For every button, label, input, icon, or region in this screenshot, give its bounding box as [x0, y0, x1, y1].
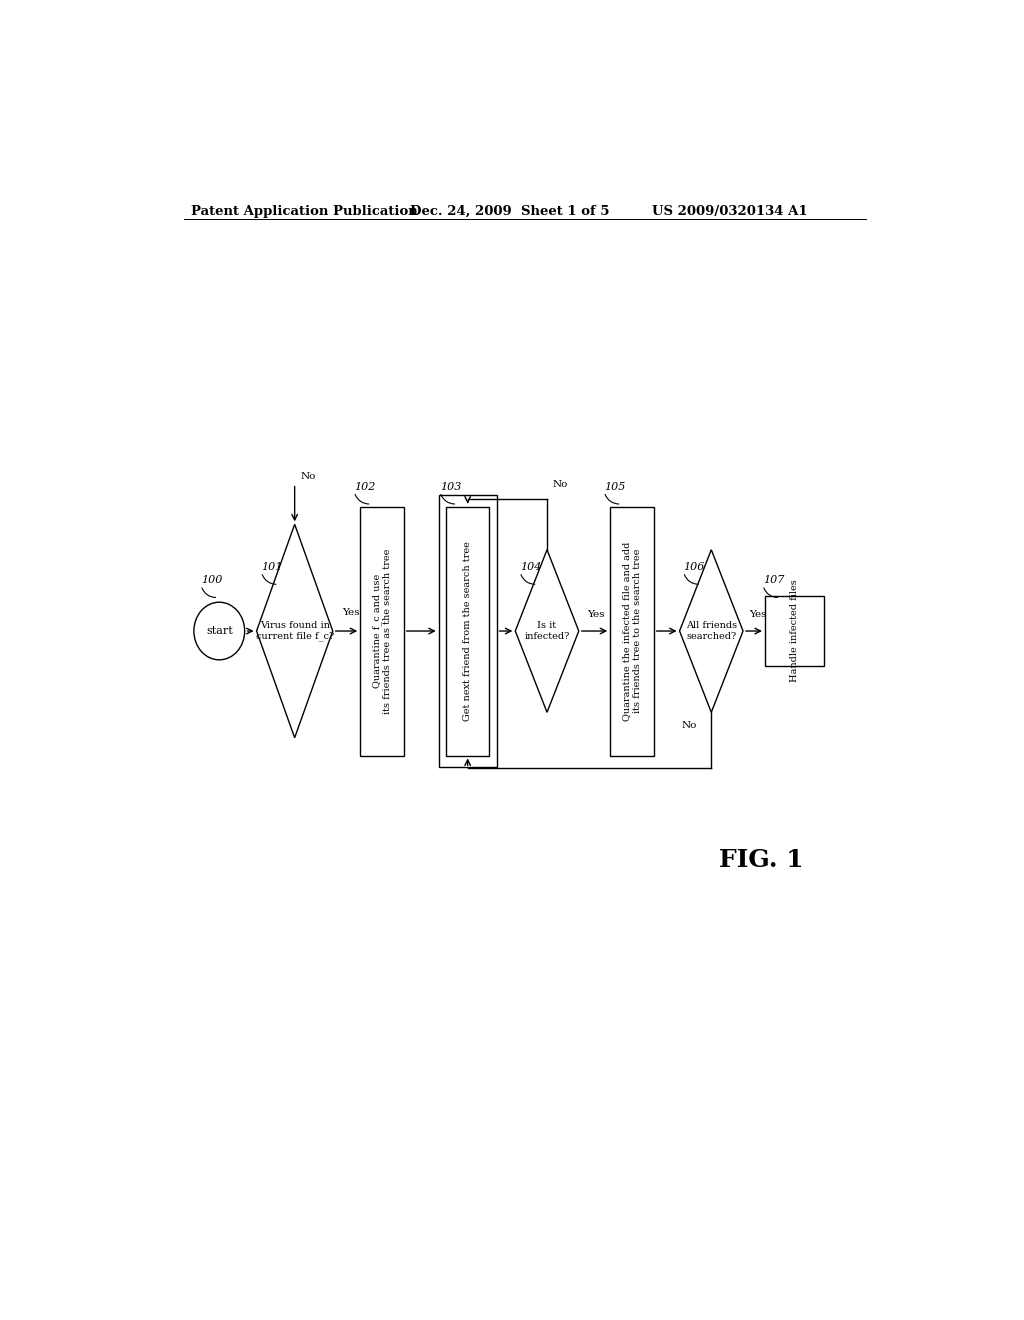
Text: No: No [301, 471, 316, 480]
Text: 106: 106 [684, 562, 705, 572]
Text: Dec. 24, 2009  Sheet 1 of 5: Dec. 24, 2009 Sheet 1 of 5 [410, 205, 609, 218]
Text: Quarantine f_c and use
its friends tree as the search tree: Quarantine f_c and use its friends tree … [372, 548, 392, 714]
Text: Patent Application Publication: Patent Application Publication [191, 205, 418, 218]
Ellipse shape [194, 602, 245, 660]
Text: Get next friend from the search tree: Get next friend from the search tree [463, 541, 472, 721]
Polygon shape [515, 549, 579, 713]
Text: 105: 105 [604, 482, 626, 492]
Polygon shape [257, 524, 333, 738]
Text: Yes: Yes [750, 610, 767, 619]
Text: 103: 103 [440, 482, 461, 492]
Text: Virus found in
current file f_c?: Virus found in current file f_c? [256, 620, 334, 642]
Text: All friends
searched?: All friends searched? [686, 622, 737, 640]
Text: No: No [553, 479, 568, 488]
Bar [438, 495, 497, 767]
Text: 101: 101 [261, 562, 283, 572]
Bar [360, 507, 403, 755]
Text: Quarantine the infected file and add
its friends tree to the search tree: Quarantine the infected file and add its… [623, 541, 642, 721]
Text: Is it
infected?: Is it infected? [524, 622, 569, 640]
Polygon shape [680, 549, 743, 713]
Text: Yes: Yes [587, 610, 604, 619]
Text: Yes: Yes [342, 607, 359, 616]
Text: 100: 100 [201, 576, 222, 585]
Text: 104: 104 [520, 562, 542, 572]
Bar [445, 507, 489, 755]
Bar [765, 597, 824, 665]
Text: FIG. 1: FIG. 1 [719, 847, 804, 871]
Text: 107: 107 [763, 576, 784, 585]
Text: start: start [206, 626, 232, 636]
Bar [610, 507, 653, 755]
Text: Handle infected files: Handle infected files [791, 579, 799, 682]
Text: 102: 102 [354, 482, 376, 492]
Text: US 2009/0320134 A1: US 2009/0320134 A1 [652, 205, 807, 218]
Text: No: No [681, 721, 696, 730]
